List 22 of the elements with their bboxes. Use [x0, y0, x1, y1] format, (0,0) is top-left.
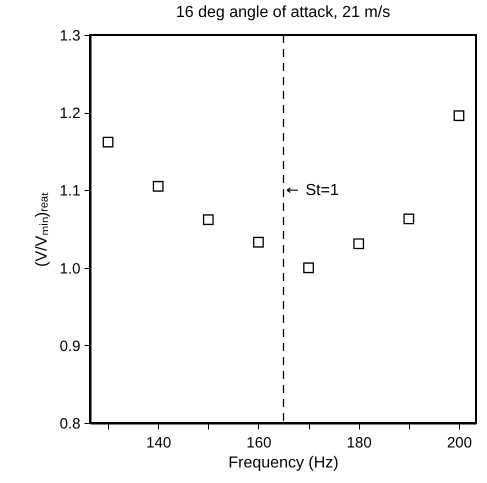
y-tick-label: 1.0	[60, 260, 80, 278]
chart-title: 16 deg angle of attack, 21 m/s	[176, 4, 390, 21]
point	[202, 214, 214, 226]
x-tick-label: 200	[446, 434, 472, 452]
point	[102, 136, 114, 148]
y-tick-label: 1.2	[60, 105, 80, 122]
annotation: St=1	[306, 182, 339, 200]
x-tick-label: 180	[346, 434, 372, 452]
point	[454, 110, 464, 122]
y-tick-label: 1.1	[60, 182, 80, 200]
point	[403, 214, 414, 224]
x-tick-label: 160	[246, 434, 272, 452]
y-tick-label: 1.3	[60, 28, 80, 44]
y-tick-label: 0.9	[60, 338, 80, 355]
y-axis-title: (V/Vₘᵢₙ)ᵣₑₐₜ	[34, 192, 51, 267]
x-tick-label: 140	[146, 434, 172, 452]
point	[303, 262, 314, 274]
y-tick-label: 0.8	[60, 416, 80, 432]
x-axis-title: Frequency (Hz)	[228, 454, 339, 472]
point	[253, 236, 264, 248]
point	[152, 180, 164, 192]
point	[353, 238, 364, 250]
